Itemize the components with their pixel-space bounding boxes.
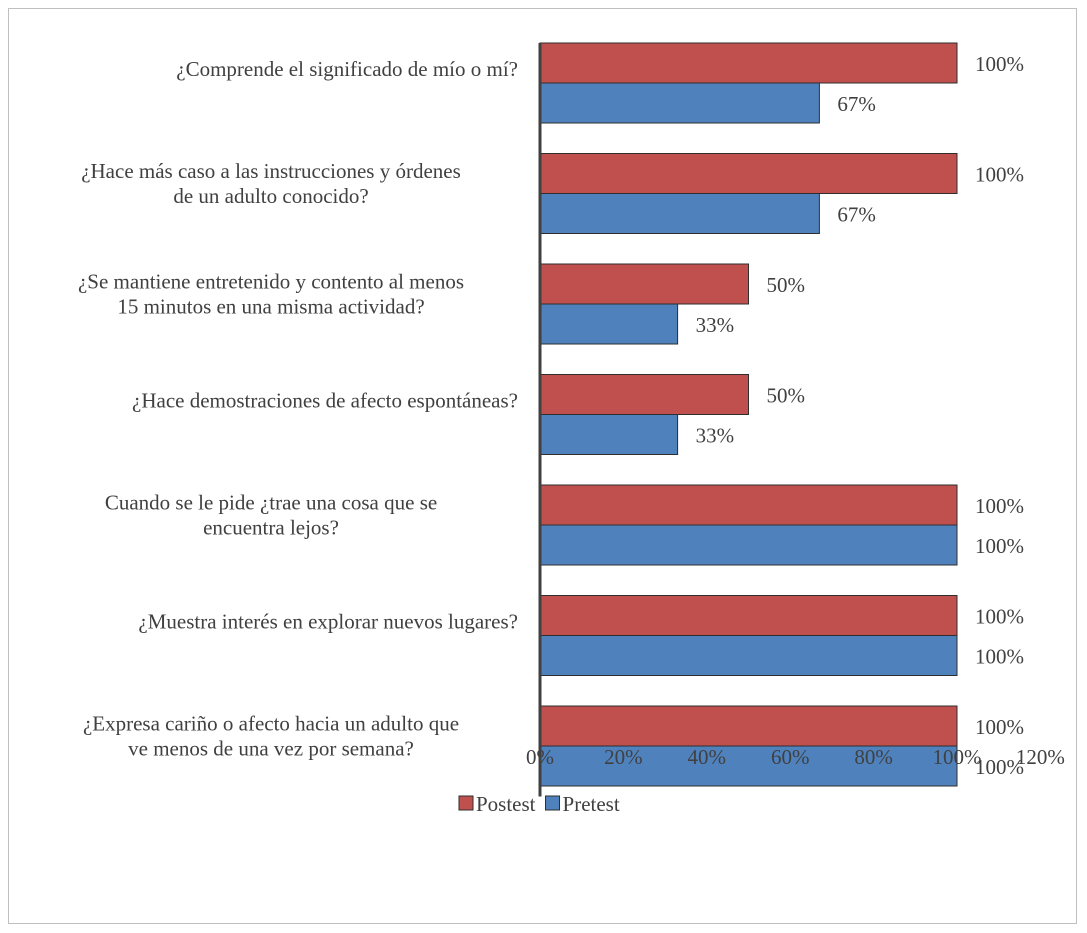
value-label-pretest-5: 100% bbox=[975, 534, 1024, 558]
legend-label-postest: Postest bbox=[476, 792, 536, 816]
value-label-pretest-4: 33% bbox=[696, 424, 735, 448]
category-label-5: Cuando se le pide ¿trae una cosa que se bbox=[105, 491, 437, 515]
legend-swatch-postest bbox=[458, 795, 474, 811]
bar-pretest-6 bbox=[539, 635, 958, 676]
bar-postest-4 bbox=[539, 374, 749, 415]
value-label-postest-1: 100% bbox=[975, 52, 1024, 76]
category-label-5: encuentra lejos? bbox=[203, 516, 339, 540]
x-tick-label: 100% bbox=[933, 745, 982, 769]
value-label-postest-2: 100% bbox=[975, 163, 1024, 187]
value-label-postest-4: 50% bbox=[767, 384, 806, 408]
bar-pretest-4 bbox=[539, 414, 679, 455]
legend-swatch-pretest bbox=[545, 795, 561, 811]
category-label-2: ¿Hace más caso a las instrucciones y órd… bbox=[81, 159, 461, 183]
x-tick-label: 80% bbox=[854, 745, 893, 769]
value-label-pretest-7: 100% bbox=[975, 755, 1024, 779]
bar-pretest-5 bbox=[539, 524, 958, 566]
x-tick-label: 60% bbox=[771, 745, 810, 769]
x-tick-label: 120% bbox=[1016, 745, 1065, 769]
value-label-pretest-6: 100% bbox=[975, 645, 1024, 669]
chart-frame: 100% 67% ¿Comprende el significado de mío … bbox=[8, 8, 1077, 924]
category-label-3: ¿Se mantiene entretenido y contento al m… bbox=[78, 270, 464, 294]
category-label-7: ¿Expresa cariño o afecto hacia un adulto… bbox=[83, 712, 459, 736]
value-label-postest-6: 100% bbox=[975, 605, 1024, 629]
x-tick-label: 40% bbox=[688, 745, 727, 769]
category-label-7: ve menos de una vez por semana? bbox=[128, 737, 414, 761]
bar-chart: 100% 67% ¿Comprende el significado de mío … bbox=[78, 42, 1065, 816]
x-tick-label: 20% bbox=[604, 745, 643, 769]
bar-pretest-7 bbox=[539, 745, 958, 787]
category-label-6: ¿Muestra interés en explorar nuevos luga… bbox=[138, 610, 518, 634]
legend-label-pretest: Pretest bbox=[563, 792, 620, 816]
bar-postest-3 bbox=[539, 263, 749, 305]
bar-postest-5 bbox=[539, 484, 958, 526]
bar-pretest-3 bbox=[539, 303, 679, 345]
value-label-postest-7: 100% bbox=[975, 715, 1024, 739]
bar-postest-2 bbox=[539, 153, 958, 194]
category-label-1: ¿Comprende el significado de mío o mí? bbox=[176, 57, 518, 81]
bar-postest-6 bbox=[539, 595, 958, 636]
value-label-postest-5: 100% bbox=[975, 494, 1024, 518]
category-label-3: 15 minutos en una misma actividad? bbox=[117, 295, 424, 319]
bar-pretest-2 bbox=[539, 193, 820, 234]
bar-postest-1 bbox=[539, 42, 958, 84]
bar-pretest-1 bbox=[539, 82, 820, 124]
value-label-pretest-1: 67% bbox=[837, 92, 876, 116]
value-label-postest-3: 50% bbox=[767, 273, 806, 297]
category-label-2: de un adulto conocido? bbox=[173, 184, 368, 208]
category-label-4: ¿Hace demostraciones de afecto espontáne… bbox=[132, 389, 518, 413]
bar-postest-7 bbox=[539, 705, 958, 747]
value-label-pretest-2: 67% bbox=[837, 203, 876, 227]
value-label-pretest-3: 33% bbox=[696, 313, 735, 337]
x-tick-label: 0% bbox=[526, 745, 554, 769]
